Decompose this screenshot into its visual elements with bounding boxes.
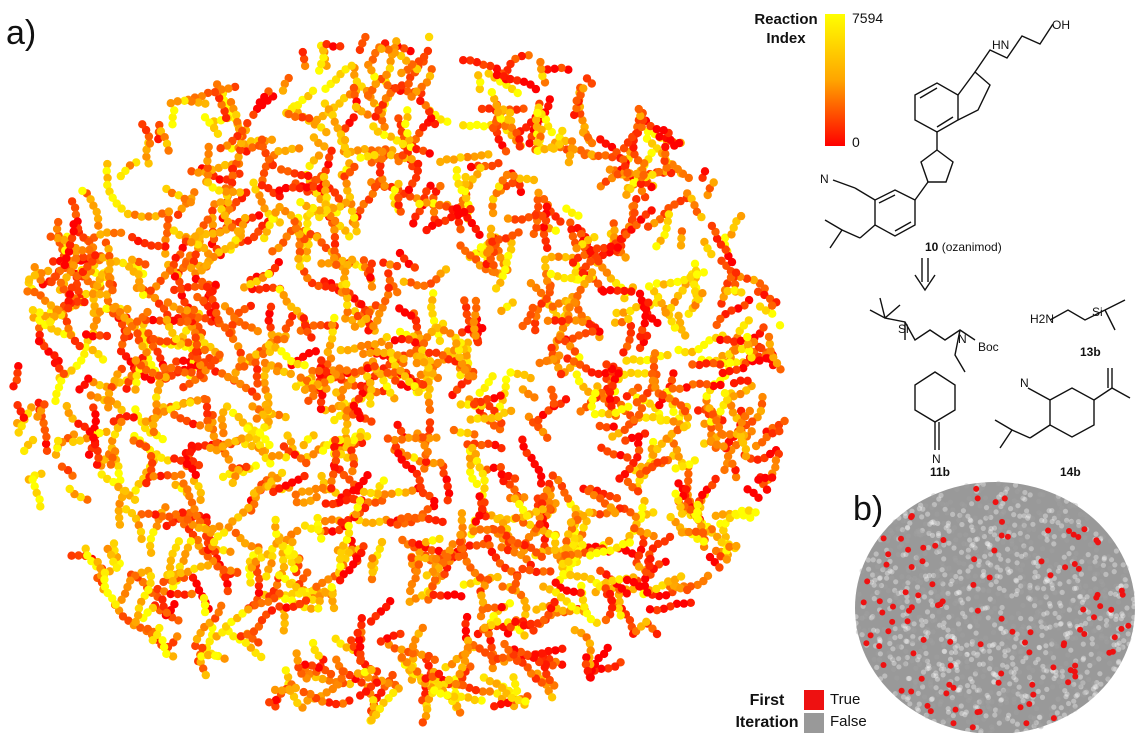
inset-texture-point xyxy=(1018,531,1023,536)
inset-texture-point xyxy=(889,575,894,580)
inset-texture-point xyxy=(974,631,979,636)
inset-texture-point xyxy=(1074,618,1079,623)
inset-texture-point xyxy=(1005,519,1010,524)
inset-texture-point xyxy=(1066,551,1071,556)
inset-texture-point xyxy=(989,582,994,587)
inset-texture-point xyxy=(944,605,949,610)
inset-texture-point xyxy=(1064,661,1069,666)
inset-texture-point xyxy=(935,594,940,599)
inset-texture-point xyxy=(1039,680,1044,685)
inset-texture-point xyxy=(987,666,992,671)
inset-texture-point xyxy=(853,614,858,619)
inset-texture-point xyxy=(999,641,1004,646)
inset-texture-point xyxy=(1011,689,1016,694)
inset-texture-point xyxy=(1040,546,1045,551)
inset-texture-point xyxy=(1030,522,1035,527)
inset-texture-point xyxy=(973,574,978,579)
inset-texture-point xyxy=(917,662,922,667)
inset-texture-point xyxy=(1079,572,1084,577)
inset-texture-point xyxy=(931,493,936,498)
inset-texture-point xyxy=(1074,551,1079,556)
inset-texture-point xyxy=(1130,590,1135,595)
inset-texture-point xyxy=(1010,655,1015,660)
inset-texture-point xyxy=(1083,584,1088,589)
inset-texture-point xyxy=(871,557,876,562)
inset-texture-point xyxy=(961,561,966,566)
inset-texture-point xyxy=(1049,548,1054,553)
inset-texture-point xyxy=(884,576,889,581)
inset-texture-point xyxy=(974,548,979,553)
inset-texture-point xyxy=(1081,642,1086,647)
inset-texture-point xyxy=(1028,540,1033,545)
inset-texture-point xyxy=(946,615,951,620)
inset-texture-point xyxy=(905,538,910,543)
inset-texture-point xyxy=(966,574,971,579)
inset-texture-point xyxy=(1107,661,1112,666)
inset-texture-point xyxy=(1050,684,1055,689)
inset-texture-point xyxy=(899,543,904,548)
inset-texture-point xyxy=(917,615,922,620)
